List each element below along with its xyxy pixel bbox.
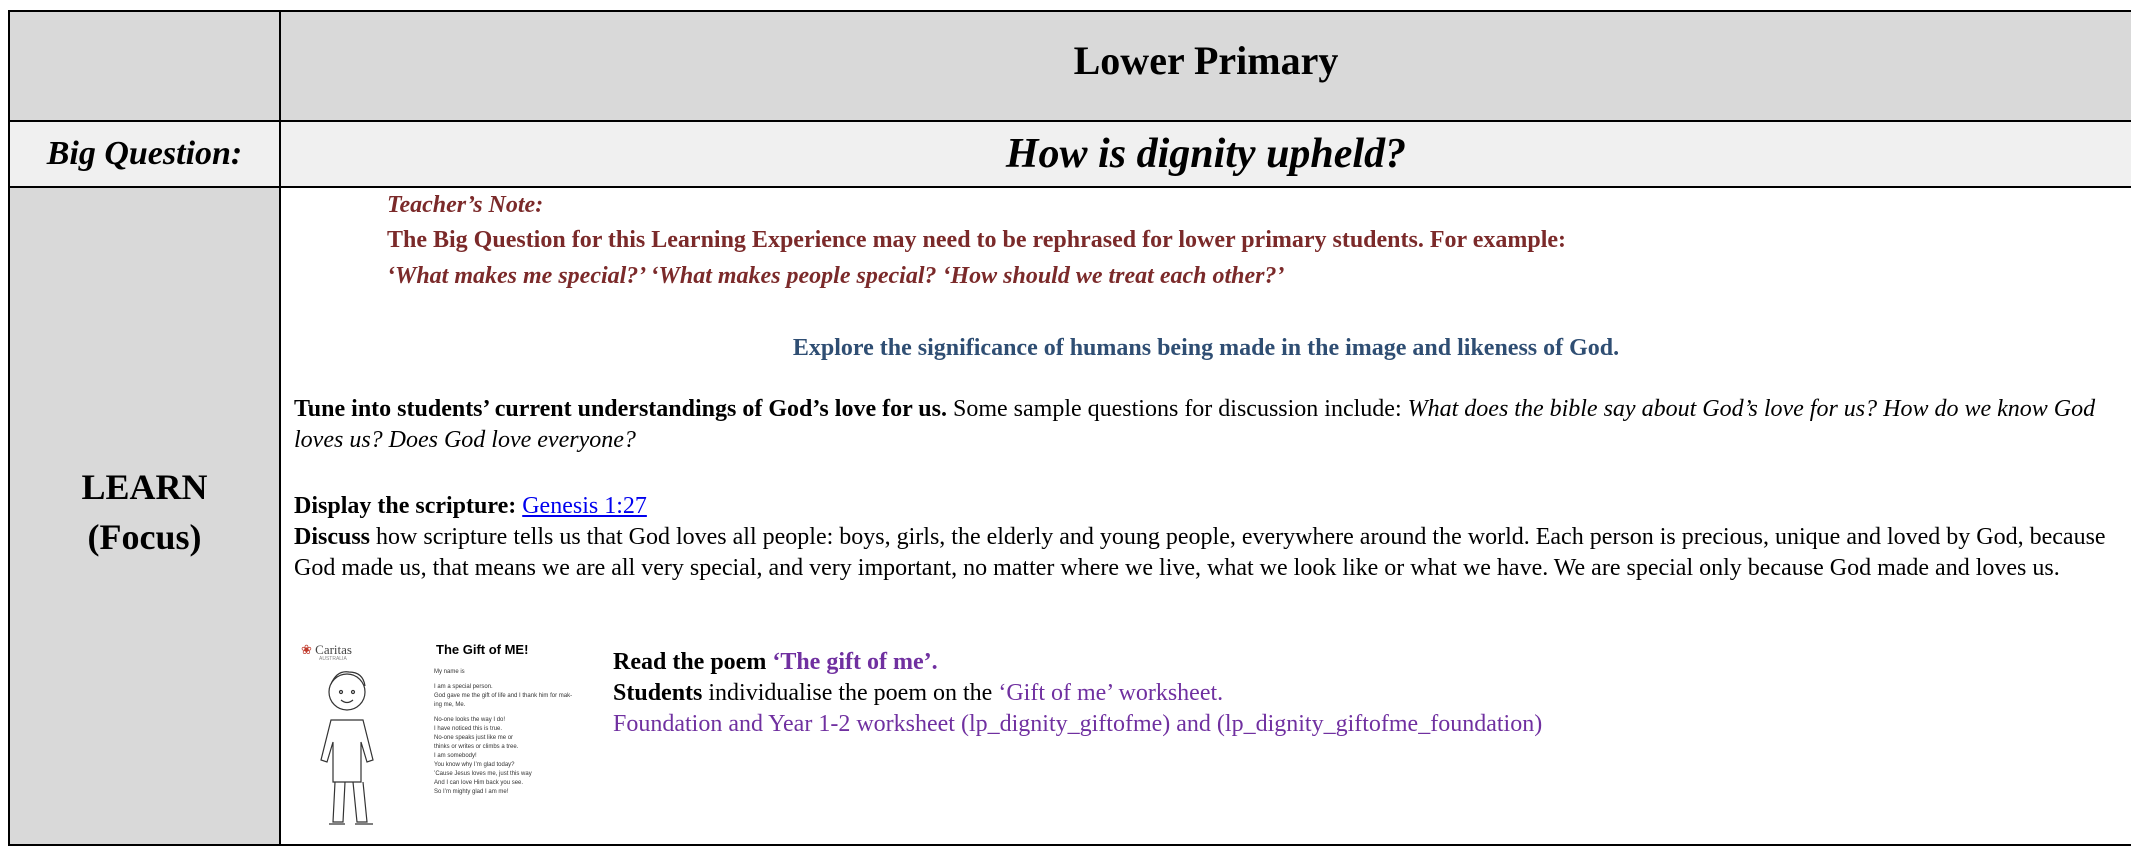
learn-label-line: (Focus): [87, 517, 202, 557]
learn-content-cell: [279, 186, 2131, 846]
poem-students: Students individualise the poem on the ‘…: [613, 678, 1223, 709]
thumbnail-brand-sub: AUSTRALIA: [319, 656, 347, 662]
teacher-note-heading: Teacher’s Note:: [387, 192, 544, 218]
boy-illustration: [320, 671, 374, 825]
discuss-bold: Discuss: [294, 524, 371, 550]
tune-text: Some sample questions for discussion inc…: [953, 396, 1402, 422]
thumbnail-poem-line: You know why I’m glad today?: [434, 762, 515, 768]
thumbnail-poem-line: God gave me the gift of life and I thank…: [434, 693, 573, 699]
poem-title: ‘The gift of me’.: [772, 649, 938, 675]
header-title: Lower Primary: [1073, 38, 1339, 83]
tune-questions: What does the bible say about God’s love…: [294, 396, 2096, 453]
thumbnail-poem-line: I am somebody!: [434, 753, 477, 759]
big-question-cell: [279, 120, 2131, 188]
big-question-label: Big Question:: [46, 135, 243, 172]
big-question-text: How is dignity upheld?: [1005, 131, 1407, 177]
thumbnail-poem-line: My name is: [434, 669, 465, 675]
thumbnail-title: The Gift of ME!: [436, 642, 529, 657]
brand-text: Caritas: [315, 642, 352, 657]
teacher-note-line: The Big Question for this Learning Exper…: [387, 227, 1567, 253]
header-cell: [279, 10, 2131, 122]
learn-label-line: LEARN: [81, 467, 208, 507]
header-corner: [8, 10, 281, 122]
explore-focus: Explore the significance of humans being…: [792, 335, 1620, 361]
students-bold: Students: [613, 680, 703, 706]
scripture-paragraph: Display the scripture: Genesis 1:27: [294, 491, 2124, 522]
tune-paragraph: Tune into students’ current understandin…: [294, 394, 2124, 456]
learn-label: LEARN (Focus): [10, 462, 279, 562]
thumbnail-brand: ❀ Caritas: [301, 642, 352, 657]
learn-label-cell: [8, 186, 281, 846]
discuss-paragraph: Discuss how scripture tells us that God …: [294, 522, 2124, 584]
poem-read: Read the poem ‘The gift of me’.: [613, 647, 938, 678]
thumbnail-poem-line: I am a special person.: [434, 684, 493, 690]
tune-bold: Tune into students’ current understandin…: [294, 396, 947, 422]
students-text: individualise the poem on the: [708, 680, 993, 706]
thumbnail-poem-line: So I’m mighty glad I am me!: [434, 789, 509, 795]
thumbnail-poem-line: No-one looks the way I do!: [434, 717, 506, 723]
teacher-note-examples: ‘What makes me special?’ ‘What makes peo…: [387, 263, 1285, 289]
scripture-link[interactable]: Genesis 1:27: [522, 493, 647, 519]
discuss-text: how scripture tells us that God loves al…: [294, 524, 2106, 581]
worksheet-thumbnail: ❀ Caritas AUSTRALIA The Gift of ME! My n…: [299, 638, 572, 838]
thumbnail-poem-line: ing me, Me.: [434, 702, 466, 708]
thumbnail-poem-line: thinks or writes or climbs a tree.: [434, 744, 519, 750]
thumbnail-poem-line: And I can love Him back you see.: [434, 780, 524, 786]
worksheet-name: ‘Gift of me’ worksheet.: [998, 680, 1224, 706]
thumbnail-poem-line: I have noticed this is true.: [434, 726, 503, 732]
display-bold: Display the scripture:: [294, 493, 517, 519]
worksheet-files: Foundation and Year 1-2 worksheet (lp_di…: [613, 711, 1543, 737]
thumbnail-poem-line: ’Cause Jesus loves me, just this way: [434, 771, 532, 777]
poem-read-bold: Read the poem: [613, 649, 767, 675]
thumbnail-poem-line: No-one speaks just like me or: [434, 735, 514, 741]
big-question-label-cell: [8, 120, 281, 188]
thumbnail-poem: My name is I am a special person. God gave…: [434, 668, 572, 797]
